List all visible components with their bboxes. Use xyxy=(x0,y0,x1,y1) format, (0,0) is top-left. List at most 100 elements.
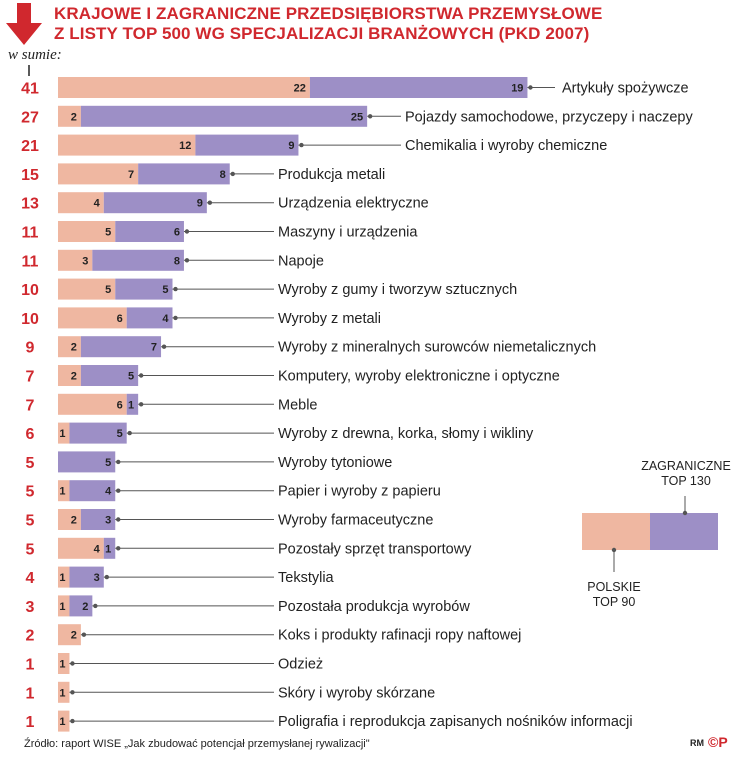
bar-domestic xyxy=(58,278,116,300)
legend-label-domestic-line1: POLSKIE xyxy=(587,580,641,594)
bar-domestic xyxy=(58,595,70,617)
down-arrow-icon xyxy=(6,3,42,45)
data-label-foreign: 1 xyxy=(105,543,111,555)
data-label-foreign: 8 xyxy=(174,255,180,267)
data-label-domestic: 1 xyxy=(59,716,65,728)
data-label-foreign: 25 xyxy=(351,111,363,123)
category-label: Odzież xyxy=(278,657,323,673)
source-note: Źródło: raport WISE „Jak zbudować potenc… xyxy=(24,738,370,750)
data-label-domestic: 2 xyxy=(71,371,77,383)
leader-dot xyxy=(116,488,121,493)
category-label: Wyroby z gumy i tworzyw sztucznych xyxy=(278,282,517,298)
data-label-domestic: 1 xyxy=(59,428,65,440)
bar-foreign xyxy=(309,77,528,98)
leader-dot xyxy=(184,258,190,263)
category-label: Koks i produkty rafinacji ropy naftowej xyxy=(278,628,521,644)
total-value: 27 xyxy=(21,109,39,126)
leader-dot xyxy=(70,690,75,695)
category-label: Wyroby z metali xyxy=(278,311,381,327)
total-value: 1 xyxy=(26,657,35,674)
bar-foreign xyxy=(69,480,116,502)
data-label-foreign: 7 xyxy=(151,342,157,354)
bar-foreign xyxy=(80,336,162,358)
title-line-2: Z LISTY TOP 500 WG SPECJALIZACJI BRANŻOW… xyxy=(54,24,590,43)
data-label-foreign: 4 xyxy=(162,313,169,325)
data-label-domestic: 1 xyxy=(59,687,65,699)
data-label-domestic: 22 xyxy=(294,83,306,95)
bar-domestic xyxy=(58,681,70,703)
bar-foreign xyxy=(126,393,139,415)
category-label: Tekstylia xyxy=(278,570,335,586)
bar-foreign xyxy=(103,192,207,214)
legend-swatch-foreign xyxy=(650,513,718,550)
total-value: 5 xyxy=(26,513,35,530)
leader-dot xyxy=(184,229,190,234)
bar-domestic xyxy=(58,624,81,646)
category-label: Wyroby z drewna, korka, słomy i wikliny xyxy=(278,426,534,442)
bar-domestic xyxy=(58,566,70,588)
category-label: Pozostały sprzęt transportowy xyxy=(278,541,472,557)
total-value: 11 xyxy=(22,253,39,270)
legend-dot-foreign xyxy=(682,510,688,516)
category-label: Poligrafia i reprodukcja zapisanych nośn… xyxy=(278,714,633,730)
category-label: Meble xyxy=(278,397,318,413)
leader-dot xyxy=(230,171,235,177)
category-label: Urządzenia elektryczne xyxy=(278,196,429,212)
category-label: Wyroby farmaceutyczne xyxy=(278,513,433,529)
data-label-foreign: 9 xyxy=(288,140,294,152)
data-label-domestic: 1 xyxy=(59,659,65,671)
data-label-domestic: 5 xyxy=(105,284,111,296)
total-value: 9 xyxy=(26,340,35,357)
leader-dot xyxy=(70,718,75,724)
category-label: Napoje xyxy=(278,253,324,269)
bar-domestic xyxy=(58,365,81,386)
total-value: 6 xyxy=(26,426,35,443)
bar-foreign xyxy=(126,307,173,329)
leader-dot xyxy=(367,114,373,119)
data-label-domestic: 1 xyxy=(59,572,65,584)
data-label-foreign: 5 xyxy=(117,428,123,440)
data-label-foreign: 9 xyxy=(197,198,203,210)
data-label-domestic: 1 xyxy=(59,601,65,613)
data-label-domestic: 3 xyxy=(82,255,88,267)
leader-dot xyxy=(93,603,98,609)
bar-foreign xyxy=(58,451,116,473)
bar-foreign xyxy=(80,365,139,386)
bar-foreign xyxy=(69,595,93,617)
author-credit: RM xyxy=(690,738,704,748)
leader-dot xyxy=(104,574,110,580)
data-label-domestic: 6 xyxy=(117,313,123,325)
bar-domestic xyxy=(58,336,81,358)
total-column-header: w sumie: xyxy=(8,47,62,63)
category-label: Pojazdy samochodowe, przyczepy i naczepy xyxy=(405,109,693,125)
leader-dot xyxy=(127,430,132,436)
total-value: 11 xyxy=(22,225,39,242)
data-label-foreign: 3 xyxy=(94,572,100,584)
bar-domestic xyxy=(58,537,104,559)
bar-domestic xyxy=(58,221,116,242)
legend-label-foreign-line1: ZAGRANICZNE xyxy=(641,459,731,473)
legend-dot-domestic xyxy=(611,547,617,553)
bar-domestic xyxy=(58,422,70,444)
total-value: 21 xyxy=(21,138,39,155)
bar-domestic xyxy=(58,249,93,271)
total-value: 10 xyxy=(21,282,39,299)
category-label: Skóry i wyroby skórzane xyxy=(278,685,435,701)
bar-domestic xyxy=(58,77,310,98)
total-value: 41 xyxy=(21,81,39,98)
data-label-foreign: 5 xyxy=(128,371,134,383)
leader-dot xyxy=(116,546,121,551)
bar-domestic xyxy=(58,307,127,329)
bar-domestic xyxy=(58,192,104,214)
bar-domestic xyxy=(58,393,127,415)
bar-foreign xyxy=(80,105,368,127)
total-value: 15 xyxy=(21,167,39,184)
category-label: Papier i wyroby z papieru xyxy=(278,484,441,500)
data-label-foreign: 1 xyxy=(128,399,134,411)
bar-foreign xyxy=(80,509,116,530)
category-label: Wyroby z mineralnych surowców niemetalic… xyxy=(278,340,596,356)
legend-label-domestic-line2: TOP 90 xyxy=(593,595,636,609)
total-value: 5 xyxy=(26,484,35,501)
bar-foreign xyxy=(92,249,184,271)
